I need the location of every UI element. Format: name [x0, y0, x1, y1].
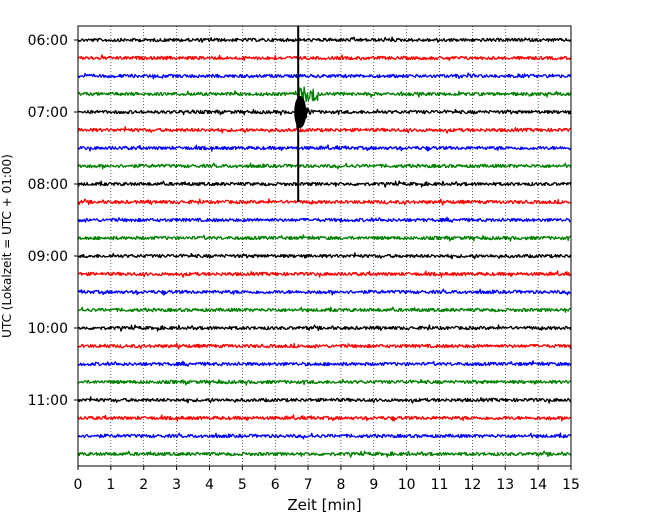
y-tick-label: 08:00: [28, 177, 68, 193]
y-tick-label: 06:00: [28, 33, 68, 49]
x-tick-label: 15: [562, 477, 580, 493]
seismogram-trace: [77, 342, 572, 350]
x-tick-label: 12: [463, 477, 481, 493]
seismogram-trace: [77, 432, 572, 440]
x-axis: 0 1 2 3 4 5 6 7 8 9 10 11 12 13 14 15: [74, 466, 580, 493]
seismogram-trace: [77, 100, 572, 129]
seismogram-trace: [77, 72, 572, 80]
seismogram-trace: [77, 126, 571, 134]
x-tick-label: 2: [139, 477, 148, 493]
seismogram-trace: [77, 180, 572, 188]
y-tick-label: 07:00: [28, 105, 68, 121]
x-tick-label: 3: [172, 477, 181, 493]
seismogram-trace: [78, 306, 572, 313]
x-tick-label: 10: [398, 477, 416, 493]
seismogram-trace: [77, 324, 572, 332]
seismogram-traces: [77, 36, 572, 458]
x-tick-label: 8: [336, 477, 345, 493]
x-tick-label: 9: [369, 477, 378, 493]
x-tick-label: 5: [238, 477, 247, 493]
y-axis: 06:00 07:00 08:00 09:00 10:00 11:00: [28, 33, 78, 409]
seismogram-trace: [77, 162, 572, 170]
seismogram-trace: [77, 252, 572, 260]
event-peak: [294, 96, 307, 128]
seismogram-trace: [77, 414, 572, 422]
x-tick-label: 6: [271, 477, 280, 493]
seismogram-trace: [77, 216, 571, 224]
vertical-grid: [110, 26, 539, 466]
y-tick-label: 10:00: [28, 321, 68, 337]
x-tick-label: 14: [529, 477, 547, 493]
x-tick-label: 1: [106, 477, 115, 493]
earthquake-event: [294, 26, 307, 202]
y-axis-label: UTC (Lokalzeit = UTC + 01:00): [0, 154, 14, 338]
x-tick-label: 11: [431, 477, 449, 493]
seismogram-trace: [77, 86, 572, 103]
seismogram-trace: [77, 36, 572, 43]
y-tick-label: 09:00: [28, 249, 68, 265]
x-axis-label: Zeit [min]: [287, 496, 361, 514]
plot-frame: [77, 25, 572, 467]
seismogram-trace: [77, 198, 572, 206]
seismogram-trace: [77, 378, 572, 386]
x-tick-label: 13: [496, 477, 514, 493]
seismogram-trace: [77, 234, 572, 242]
seismogram-trace: [77, 144, 572, 152]
x-tick-label: 0: [74, 477, 83, 493]
seismogram-trace: [77, 396, 572, 404]
x-tick-label: 4: [205, 477, 214, 493]
seismogram-trace: [77, 450, 572, 458]
seismogram-trace: [77, 54, 572, 62]
seismogram-trace: [77, 270, 572, 278]
seismogram-trace: [77, 360, 572, 367]
seismogram-trace: [77, 288, 572, 296]
x-tick-label: 7: [304, 477, 313, 493]
y-tick-label: 11:00: [28, 393, 68, 409]
